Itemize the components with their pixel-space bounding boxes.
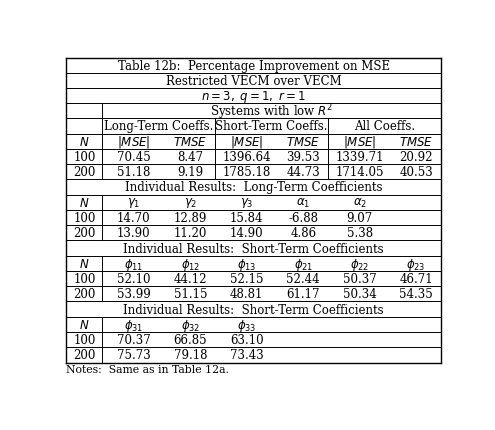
Text: 44.73: 44.73 xyxy=(287,166,320,178)
Text: 20.92: 20.92 xyxy=(399,150,433,163)
Text: $\phi_{11}$: $\phi_{11}$ xyxy=(124,256,144,272)
Text: $\gamma_1$: $\gamma_1$ xyxy=(127,196,141,210)
Text: 70.45: 70.45 xyxy=(117,150,151,163)
Text: $n = 3,\; q = 1,\; r = 1$: $n = 3,\; q = 1,\; r = 1$ xyxy=(201,89,306,104)
Text: $\phi_{22}$: $\phi_{22}$ xyxy=(350,256,369,272)
Text: $\gamma_2$: $\gamma_2$ xyxy=(184,196,197,210)
Text: 200: 200 xyxy=(73,166,96,178)
Text: 63.10: 63.10 xyxy=(230,334,264,347)
Text: $\phi_{21}$: $\phi_{21}$ xyxy=(294,256,313,272)
Text: $\phi_{13}$: $\phi_{13}$ xyxy=(237,256,256,272)
Text: 44.12: 44.12 xyxy=(174,273,207,286)
Text: -6.88: -6.88 xyxy=(288,212,318,224)
Text: 53.99: 53.99 xyxy=(117,288,151,301)
Text: 13.90: 13.90 xyxy=(117,227,151,240)
Text: 51.15: 51.15 xyxy=(174,288,207,301)
Text: 4.86: 4.86 xyxy=(290,227,316,240)
Text: Restricted VECM over VECM: Restricted VECM over VECM xyxy=(166,75,342,88)
Text: 1714.05: 1714.05 xyxy=(336,166,384,178)
Text: Individual Results:  Long-Term Coefficients: Individual Results: Long-Term Coefficien… xyxy=(125,181,383,194)
Text: 79.18: 79.18 xyxy=(174,349,207,362)
Text: 200: 200 xyxy=(73,349,96,362)
Text: 52.15: 52.15 xyxy=(230,273,263,286)
Text: 50.37: 50.37 xyxy=(343,273,377,286)
Text: 40.53: 40.53 xyxy=(399,166,433,178)
Text: 66.85: 66.85 xyxy=(174,334,207,347)
Text: 100: 100 xyxy=(73,150,96,163)
Text: 48.81: 48.81 xyxy=(230,288,263,301)
Text: $N$: $N$ xyxy=(79,197,90,209)
Text: 200: 200 xyxy=(73,288,96,301)
Text: 9.07: 9.07 xyxy=(346,212,373,224)
Text: Systems with low $R^2$: Systems with low $R^2$ xyxy=(210,102,333,121)
Text: 9.19: 9.19 xyxy=(177,166,203,178)
Text: $\phi_{23}$: $\phi_{23}$ xyxy=(406,256,426,272)
Text: Notes:  Same as in Table 12a.: Notes: Same as in Table 12a. xyxy=(66,365,229,375)
Text: 39.53: 39.53 xyxy=(287,150,320,163)
Text: 100: 100 xyxy=(73,273,96,286)
Text: Short-Term Coeffs.: Short-Term Coeffs. xyxy=(215,120,328,133)
Text: 73.43: 73.43 xyxy=(230,349,264,362)
Text: All Coeffs.: All Coeffs. xyxy=(354,120,415,133)
Text: Long-Term Coeffs.: Long-Term Coeffs. xyxy=(104,120,213,133)
Text: 12.89: 12.89 xyxy=(174,212,207,224)
Text: 51.18: 51.18 xyxy=(117,166,150,178)
Text: 8.47: 8.47 xyxy=(177,150,203,163)
Text: 75.73: 75.73 xyxy=(117,349,151,362)
Text: 100: 100 xyxy=(73,334,96,347)
Text: 61.17: 61.17 xyxy=(287,288,320,301)
Text: $N$: $N$ xyxy=(79,135,90,148)
Text: $|MSE|$: $|MSE|$ xyxy=(230,134,263,150)
Text: 1339.71: 1339.71 xyxy=(336,150,384,163)
Text: 54.35: 54.35 xyxy=(399,288,433,301)
Text: 70.37: 70.37 xyxy=(117,334,151,347)
Text: $|MSE|$: $|MSE|$ xyxy=(117,134,150,150)
Text: $TMSE$: $TMSE$ xyxy=(173,135,207,148)
Text: 1396.64: 1396.64 xyxy=(222,150,271,163)
Text: $\phi_{32}$: $\phi_{32}$ xyxy=(181,317,200,333)
Text: 50.34: 50.34 xyxy=(343,288,377,301)
Text: 100: 100 xyxy=(73,212,96,224)
Text: 14.70: 14.70 xyxy=(117,212,151,224)
Text: Individual Results:  Short-Term Coefficients: Individual Results: Short-Term Coefficie… xyxy=(123,242,384,255)
Text: $TMSE$: $TMSE$ xyxy=(286,135,320,148)
Text: $N$: $N$ xyxy=(79,319,90,332)
Text: $TMSE$: $TMSE$ xyxy=(399,135,433,148)
Text: 200: 200 xyxy=(73,227,96,240)
Text: 1785.18: 1785.18 xyxy=(223,166,271,178)
Text: $\phi_{31}$: $\phi_{31}$ xyxy=(124,317,144,333)
Text: $\alpha_1$: $\alpha_1$ xyxy=(296,197,310,209)
Text: 11.20: 11.20 xyxy=(174,227,207,240)
Text: 5.38: 5.38 xyxy=(346,227,373,240)
Text: $|MSE|$: $|MSE|$ xyxy=(343,134,376,150)
Text: $\phi_{33}$: $\phi_{33}$ xyxy=(237,317,256,333)
Text: 52.44: 52.44 xyxy=(287,273,320,286)
Text: 46.71: 46.71 xyxy=(399,273,433,286)
Text: 15.84: 15.84 xyxy=(230,212,263,224)
Text: $N$: $N$ xyxy=(79,258,90,270)
Text: 52.10: 52.10 xyxy=(117,273,150,286)
Text: $\phi_{12}$: $\phi_{12}$ xyxy=(181,256,200,272)
Text: Table 12b:  Percentage Improvement on MSE: Table 12b: Percentage Improvement on MSE xyxy=(118,60,390,73)
Text: $\alpha_2$: $\alpha_2$ xyxy=(352,197,367,209)
Text: 14.90: 14.90 xyxy=(230,227,264,240)
Text: Individual Results:  Short-Term Coefficients: Individual Results: Short-Term Coefficie… xyxy=(123,303,384,316)
Text: $\gamma_3$: $\gamma_3$ xyxy=(240,196,253,210)
